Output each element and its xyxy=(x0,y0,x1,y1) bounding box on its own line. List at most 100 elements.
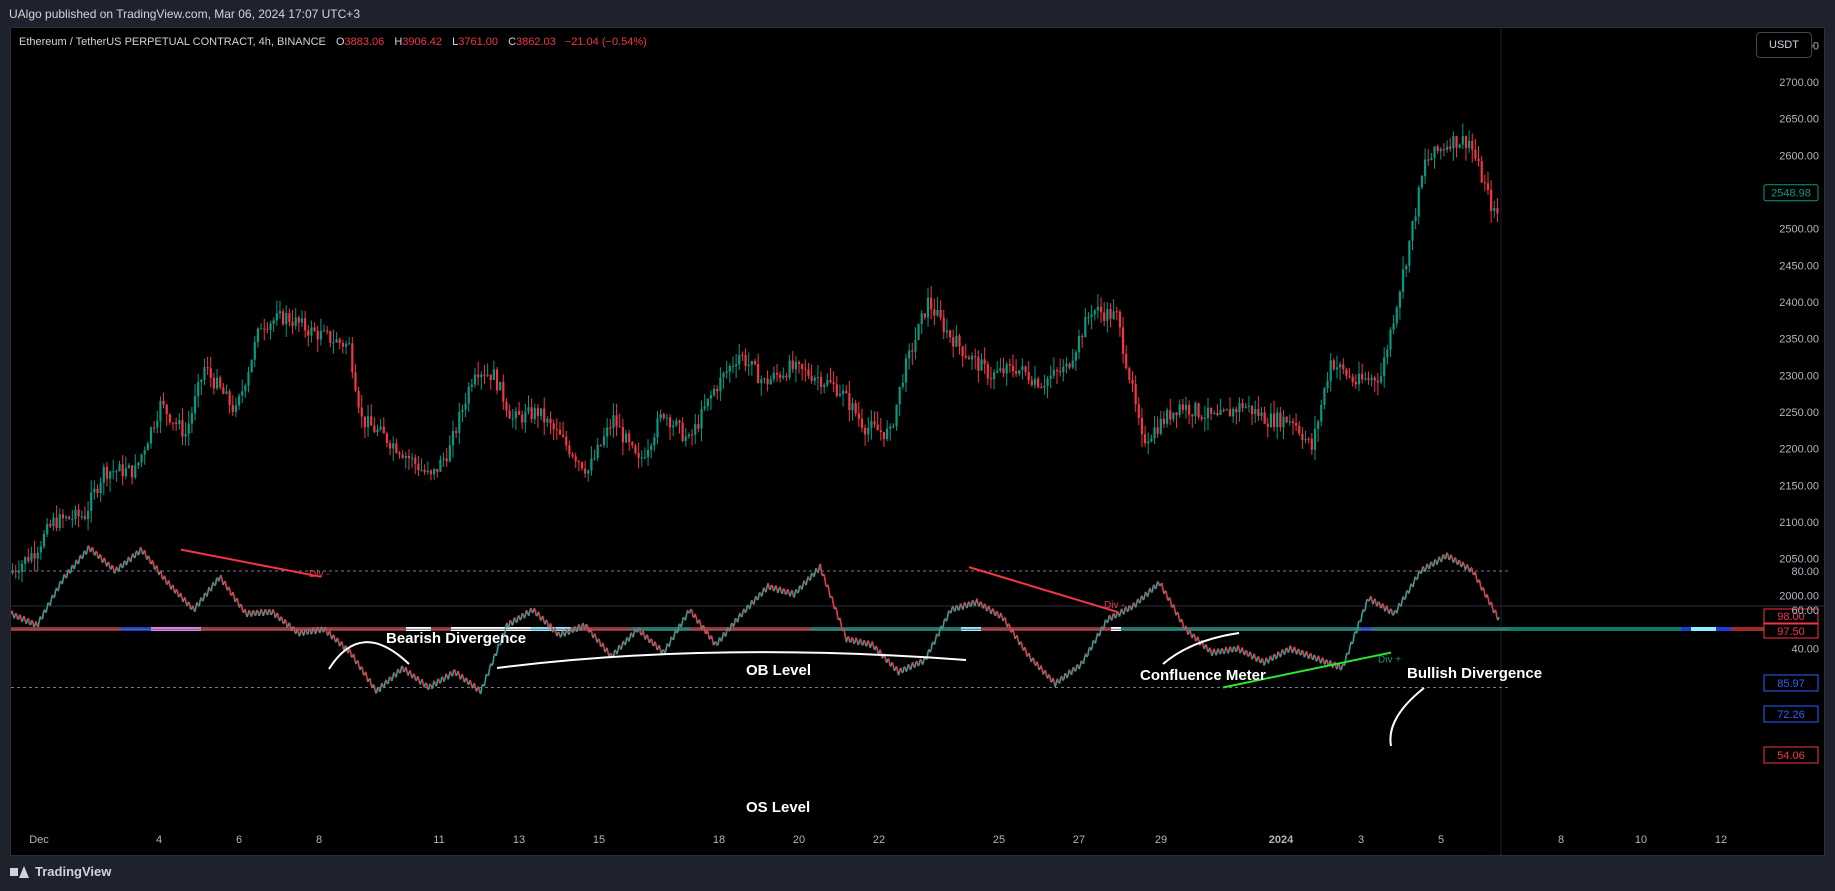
rsi-line-segment xyxy=(789,593,792,597)
rsi-line-segment xyxy=(115,566,119,570)
rsi-line-segment xyxy=(624,637,628,645)
rsi-line-segment xyxy=(853,641,856,645)
candle-body xyxy=(568,445,571,455)
chart-canvas[interactable]: 2000.00 2050.00 2100.00 2150.00 2200.00 2250.… xyxy=(11,28,1825,856)
candle-body xyxy=(854,403,857,414)
rsi-line-segment xyxy=(1344,652,1348,660)
rsi-line-segment xyxy=(170,585,173,590)
candle-body xyxy=(175,422,178,424)
rsi-line-segment xyxy=(772,589,776,592)
change-value: −21.04 (−0.54%) xyxy=(564,36,647,48)
candle-body xyxy=(1055,370,1059,372)
candle-body xyxy=(650,445,653,450)
candle-body xyxy=(193,396,197,414)
rsi-line-segment xyxy=(439,676,443,684)
rsi-line-segment xyxy=(401,665,405,673)
rsi-line-segment xyxy=(729,624,732,632)
rsi-line-segment xyxy=(1310,653,1313,659)
rsi-line-segment xyxy=(1106,618,1110,624)
candle-body xyxy=(1452,136,1455,149)
symbol-title[interactable]: Ethereum / TetherUS PERPETUAL CONTRACT, … xyxy=(19,36,326,48)
rsi-line-segment xyxy=(274,614,278,619)
rsi-line-segment xyxy=(63,573,67,578)
candle-body xyxy=(1348,375,1351,377)
rsi-line-segment xyxy=(483,680,487,687)
candle-body xyxy=(1279,412,1282,428)
rsi-line-segment xyxy=(496,643,500,652)
candle-body xyxy=(1342,364,1345,370)
rsi-line-segment xyxy=(248,609,252,615)
rsi-line-segment xyxy=(322,630,325,633)
rsi-line-segment xyxy=(15,613,19,620)
candle-body xyxy=(690,434,694,436)
candle-body xyxy=(1112,311,1115,319)
rsi-line-segment xyxy=(1115,611,1118,618)
candle-body xyxy=(565,436,568,446)
meter-bottom-value: 97.50 xyxy=(1777,626,1805,638)
rsi-line-segment xyxy=(208,586,211,590)
rsi-line-segment xyxy=(75,559,79,563)
rsi-line-segment xyxy=(966,602,969,609)
rsi-line-segment xyxy=(779,586,782,592)
candle-body xyxy=(1225,409,1228,411)
candle-body xyxy=(1118,311,1122,328)
rsi-line-segment xyxy=(812,573,816,578)
candle-body xyxy=(74,509,77,520)
candle-body xyxy=(687,434,691,437)
price-tick-label: 2200.00 xyxy=(1779,444,1819,456)
rsi-line-segment xyxy=(618,644,621,649)
rsi-line-segment xyxy=(976,598,979,604)
candle-body xyxy=(782,375,785,378)
rsi-line-segment xyxy=(1490,601,1494,608)
candle-body xyxy=(1304,438,1307,441)
rsi-line-segment xyxy=(129,556,133,563)
rsi-line-segment xyxy=(1004,617,1008,624)
rsi-line-segment xyxy=(1091,640,1095,648)
tradingview-brand[interactable]: TradingView xyxy=(10,864,111,879)
rsi-line-segment xyxy=(61,578,64,585)
rsi-line-segment xyxy=(1023,646,1027,651)
rsi-line-segment xyxy=(869,643,873,649)
rsi-line-segment xyxy=(1132,602,1136,606)
rsi-line-segment xyxy=(1249,651,1252,655)
candle-body xyxy=(344,343,348,347)
rsi-line-segment xyxy=(1211,652,1214,657)
rsi-line-segment xyxy=(578,624,581,628)
rsi-line-segment xyxy=(427,683,431,690)
rsi-line-segment xyxy=(835,609,839,618)
candle-body xyxy=(961,346,964,357)
candle-body xyxy=(1471,140,1474,150)
candle-body xyxy=(1449,146,1452,149)
rsi-line-segment xyxy=(276,612,280,619)
rsi-line-segment xyxy=(244,608,247,613)
candle-body xyxy=(39,546,42,553)
rsi-line-segment xyxy=(324,626,328,631)
candle-body xyxy=(168,414,171,423)
candle-body xyxy=(282,311,285,325)
currency-button[interactable]: USDT xyxy=(1756,32,1812,58)
candle-body xyxy=(1090,314,1093,317)
candle-body xyxy=(108,471,112,479)
rsi-line-segment xyxy=(945,616,949,622)
rsi-line-segment xyxy=(770,584,773,587)
candle-body xyxy=(735,364,738,366)
rsi-line-segment xyxy=(201,599,205,602)
rsi-line-segment xyxy=(1172,604,1176,611)
chart-frame[interactable]: 2000.00 2050.00 2100.00 2150.00 2200.00 2250.… xyxy=(10,27,1825,856)
candle-body xyxy=(1052,370,1055,376)
rsi-line-segment xyxy=(1255,657,1259,662)
candle-body xyxy=(1128,368,1131,380)
time-tick-label: 13 xyxy=(513,834,525,846)
candle-body xyxy=(55,517,58,529)
rsi-line-segment xyxy=(710,635,714,641)
rsi-line-segment xyxy=(753,598,756,605)
rsi-line-segment xyxy=(819,563,823,572)
price-tick-label: 2300.00 xyxy=(1779,370,1819,382)
symbol-legend: Ethereum / TetherUS PERPETUAL CONTRACT, … xyxy=(19,36,647,48)
rsi-line-segment xyxy=(1293,646,1297,652)
rsi-line-segment xyxy=(293,626,296,633)
candle-body xyxy=(1329,360,1332,381)
candle-body xyxy=(999,368,1002,371)
rsi-line-segment xyxy=(616,649,619,655)
rsi-line-segment xyxy=(952,605,955,611)
